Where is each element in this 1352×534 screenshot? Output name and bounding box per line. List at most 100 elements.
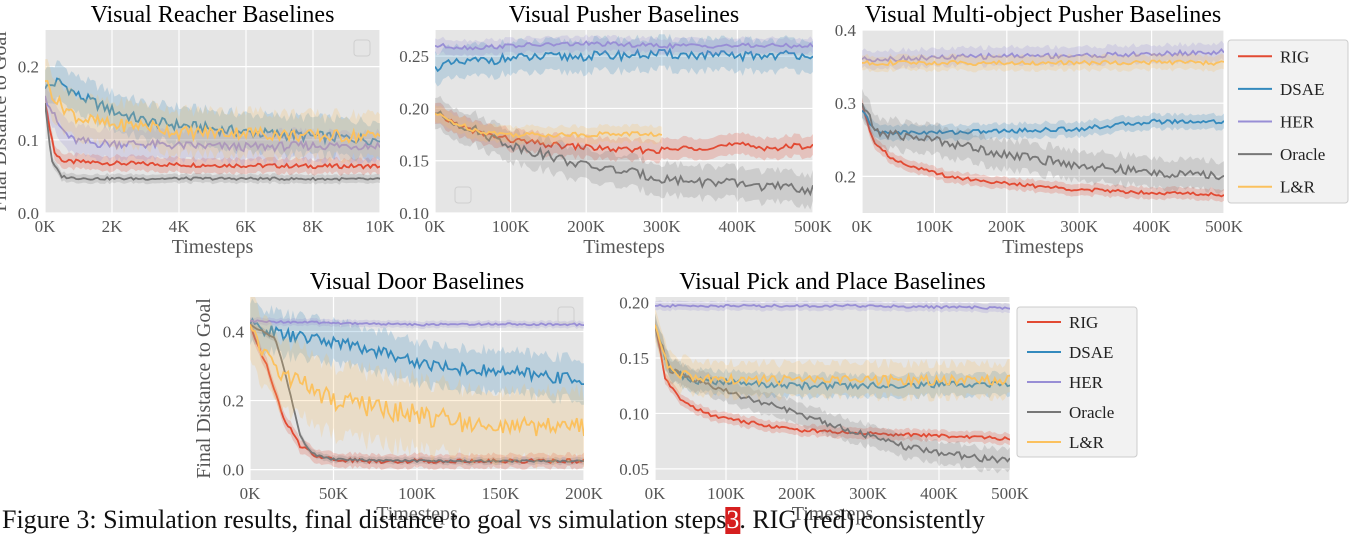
x-axis-label: Timesteps bbox=[376, 503, 458, 525]
y-tick-label: 0.05 bbox=[619, 460, 649, 479]
x-tick-label: 4K bbox=[169, 217, 191, 236]
legend-label: RIG bbox=[1069, 313, 1098, 332]
x-tick-label: 150K bbox=[482, 484, 521, 503]
y-axis-label: Final Distance to Goal bbox=[193, 298, 215, 479]
series-line-oracle bbox=[435, 110, 813, 197]
series-band-dsae bbox=[250, 298, 584, 405]
x-axis-label: Timesteps bbox=[583, 236, 665, 258]
empty-legend-box bbox=[557, 306, 575, 324]
legend-label: L&R bbox=[1069, 433, 1105, 452]
series-band-rig bbox=[435, 102, 813, 164]
chart-panel-3: 0K 100K 200K 300K 400K 500K 0.2 0.3 0.4 Visual Mu… bbox=[835, 2, 1349, 258]
figure-caption: Figure 3: Simulation results, final dist… bbox=[2, 505, 985, 534]
chart-panel-2: 0K 100K 200K 300K 400K 500K 0.10 0.15 0.20 0.25 Vi… bbox=[399, 2, 832, 258]
x-tick-label: 200K bbox=[565, 484, 604, 503]
plot-area bbox=[862, 30, 1224, 213]
plot-area bbox=[435, 30, 813, 213]
series-group bbox=[435, 33, 813, 210]
legend-box bbox=[1016, 306, 1138, 458]
x-tick-label: 300K bbox=[643, 217, 682, 236]
series-band-rig bbox=[655, 319, 1010, 446]
y-axis-label: Final Distance to Goal bbox=[0, 31, 11, 212]
x-tick-label: 100K bbox=[916, 217, 955, 236]
chart-title: Visual Door Baselines bbox=[310, 269, 525, 295]
chart-panel-1: 0K 2K 4K 6K 8K 10K 0.0 0.1 0.2 Visual Reacher Bas… bbox=[0, 2, 395, 258]
y-tick-label: 0.0 bbox=[223, 461, 244, 480]
legend-box bbox=[1227, 39, 1349, 204]
x-tick-label: 6K bbox=[236, 217, 258, 236]
y-tick-label: 0.0 bbox=[18, 204, 39, 223]
x-tick-label: 0K bbox=[35, 217, 57, 236]
x-tick-label: 10K bbox=[365, 217, 395, 236]
y-tick-label: 0.2 bbox=[18, 58, 39, 77]
chart-panel-4: 0K 50K 100K 150K 200K 0.0 0.2 0.4 Visual Door Ba… bbox=[193, 269, 604, 525]
y-tick-label: 0.1 bbox=[18, 131, 39, 150]
x-tick-label: 8K bbox=[303, 217, 325, 236]
x-tick-label: 100K bbox=[707, 484, 746, 503]
series-line-rig bbox=[862, 102, 1224, 198]
x-tick-label: 500K bbox=[991, 484, 1030, 503]
series-line-dsae bbox=[655, 324, 1010, 391]
series-line-her bbox=[45, 95, 380, 153]
series-line-dsae bbox=[250, 317, 584, 386]
empty-legend-box bbox=[454, 186, 472, 204]
y-tick-label: 0.10 bbox=[619, 404, 649, 423]
figure-ref[interactable]: 3 bbox=[726, 505, 739, 534]
y-tick-label: 0.15 bbox=[619, 349, 649, 368]
legend-label: HER bbox=[1069, 373, 1104, 392]
chart-title: Visual Multi-object Pusher Baselines bbox=[865, 2, 1222, 28]
figure-ref-box[interactable] bbox=[725, 507, 741, 534]
x-tick-label: 400K bbox=[719, 217, 758, 236]
x-axis-label: Timesteps bbox=[792, 503, 874, 525]
chart-title: Visual Pick and Place Baselines bbox=[679, 269, 986, 295]
series-group bbox=[655, 300, 1010, 474]
x-tick-label: 100K bbox=[398, 484, 437, 503]
x-tick-label: 500K bbox=[794, 217, 833, 236]
series-group bbox=[862, 40, 1224, 203]
series-line-oracle bbox=[862, 102, 1224, 181]
y-tick-label: 0.20 bbox=[399, 99, 429, 118]
x-axis-label: Timesteps bbox=[172, 236, 254, 258]
y-tick-label: 0.10 bbox=[399, 204, 429, 223]
x-tick-label: 100K bbox=[492, 217, 531, 236]
x-tick-label: 200K bbox=[567, 217, 606, 236]
y-tick-label: 0.25 bbox=[399, 47, 429, 66]
x-axis-label: Timesteps bbox=[1002, 236, 1084, 258]
series-line-her bbox=[435, 40, 813, 51]
series-band-landr bbox=[435, 105, 662, 146]
series-group bbox=[250, 297, 584, 471]
x-tick-label: 200K bbox=[988, 217, 1027, 236]
legend: RIG DSAE HER Oracle L&R bbox=[1227, 39, 1349, 204]
series-band-oracle bbox=[655, 313, 1010, 474]
series-line-oracle bbox=[45, 103, 380, 182]
legend-label: HER bbox=[1280, 113, 1315, 132]
y-tick-label: 0.20 bbox=[619, 294, 649, 313]
x-tick-label: 400K bbox=[1133, 217, 1172, 236]
series-band-landr bbox=[250, 297, 584, 471]
series-line-landr bbox=[862, 59, 1224, 67]
series-line-dsae bbox=[862, 109, 1224, 136]
chart-panel-5: 0K 100K 200K 300K 400K 500K 0.05 0.10 0.15 0.20 Vi… bbox=[619, 269, 1138, 525]
y-tick-label: 0.2 bbox=[835, 167, 856, 186]
series-line-landr bbox=[435, 112, 663, 139]
series-line-oracle bbox=[250, 323, 584, 464]
x-tick-label: 0K bbox=[240, 484, 262, 503]
legend-label: Oracle bbox=[1280, 145, 1325, 164]
series-line-rig bbox=[45, 102, 380, 170]
y-tick-label: 0.4 bbox=[223, 323, 245, 342]
legend-label: DSAE bbox=[1069, 343, 1113, 362]
x-tick-label: 200K bbox=[778, 484, 817, 503]
x-tick-label: 0K bbox=[852, 217, 874, 236]
x-tick-label: 500K bbox=[1205, 217, 1244, 236]
x-tick-label: 0K bbox=[425, 217, 447, 236]
legend-label: DSAE bbox=[1280, 80, 1324, 99]
series-line-her bbox=[862, 48, 1224, 63]
y-tick-label: 0.3 bbox=[835, 94, 856, 113]
chart-title: Visual Pusher Baselines bbox=[509, 2, 740, 28]
x-tick-label: 300K bbox=[1060, 217, 1099, 236]
series-line-landr bbox=[655, 324, 1010, 389]
x-tick-label: 400K bbox=[920, 484, 959, 503]
x-tick-label: 300K bbox=[849, 484, 888, 503]
series-line-her bbox=[655, 303, 1010, 310]
